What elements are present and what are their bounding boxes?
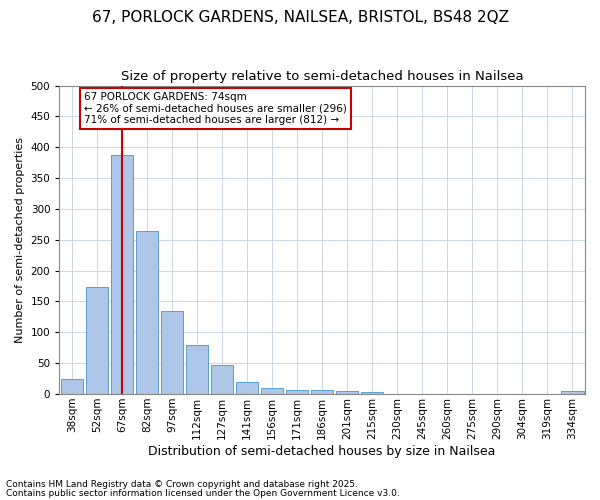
Bar [361, 392, 383, 394]
Bar [136, 230, 158, 394]
Bar [61, 378, 83, 394]
Y-axis label: Number of semi-detached properties: Number of semi-detached properties [15, 137, 25, 343]
Bar [311, 390, 334, 394]
Text: Contains public sector information licensed under the Open Government Licence v3: Contains public sector information licen… [6, 488, 400, 498]
Bar [286, 390, 308, 394]
Text: 67, PORLOCK GARDENS, NAILSEA, BRISTOL, BS48 2QZ: 67, PORLOCK GARDENS, NAILSEA, BRISTOL, B… [91, 10, 509, 25]
Bar [236, 382, 259, 394]
Bar [161, 312, 183, 394]
Bar [336, 391, 358, 394]
Text: 67 PORLOCK GARDENS: 74sqm
← 26% of semi-detached houses are smaller (296)
71% of: 67 PORLOCK GARDENS: 74sqm ← 26% of semi-… [85, 92, 347, 125]
Bar [561, 391, 584, 394]
Title: Size of property relative to semi-detached houses in Nailsea: Size of property relative to semi-detach… [121, 70, 523, 83]
Bar [186, 344, 208, 394]
Bar [211, 365, 233, 394]
Text: Contains HM Land Registry data © Crown copyright and database right 2025.: Contains HM Land Registry data © Crown c… [6, 480, 358, 489]
Bar [110, 154, 133, 394]
Bar [86, 286, 108, 394]
X-axis label: Distribution of semi-detached houses by size in Nailsea: Distribution of semi-detached houses by … [148, 444, 496, 458]
Bar [261, 388, 283, 394]
